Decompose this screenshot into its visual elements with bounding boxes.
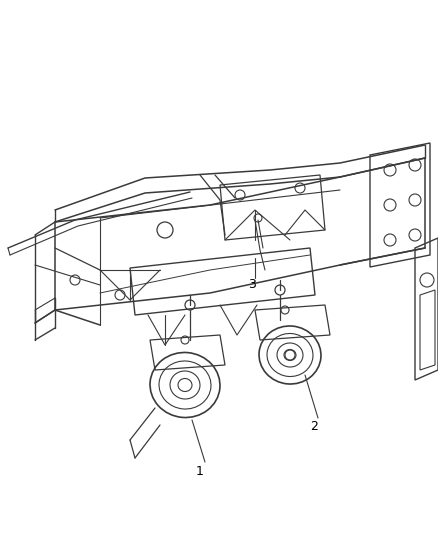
Text: 3: 3	[248, 278, 256, 291]
Text: 1: 1	[196, 465, 204, 478]
Text: 2: 2	[310, 420, 318, 433]
